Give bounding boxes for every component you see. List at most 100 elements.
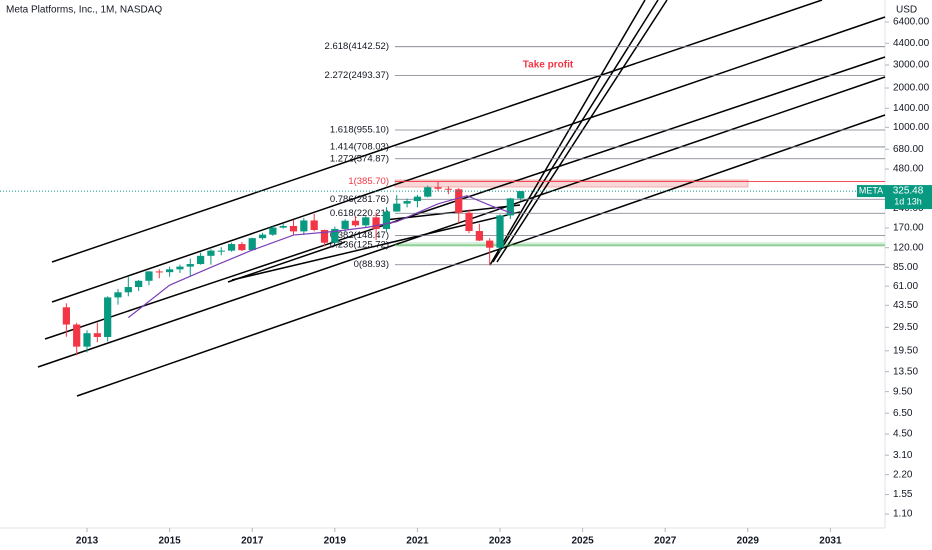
fib-label: 1.272(574.87) [330, 153, 389, 164]
candle-body [104, 297, 112, 337]
fib-label: 2.272(2493.37) [325, 70, 389, 81]
y-tick-label: 43.50 [893, 300, 918, 311]
fib-label: 0.382(148.47) [330, 230, 389, 241]
y-tick-label: 1000.00 [893, 122, 930, 133]
candle [135, 279, 143, 291]
y-tick-label: 2000.00 [893, 83, 930, 94]
candle-body [341, 220, 349, 229]
candle [227, 242, 236, 252]
candle [444, 186, 452, 195]
candle [62, 303, 70, 337]
y-tick-label: 19.50 [893, 345, 918, 356]
countdown: 1d 13h [894, 196, 922, 206]
candle [413, 194, 422, 208]
y-tick-label: 680.00 [893, 144, 924, 155]
candle [486, 238, 494, 266]
candle [207, 249, 215, 265]
chart-title: Meta Platforms, Inc., 1M, NASDAQ [6, 5, 162, 16]
candle-body [258, 234, 267, 239]
candle [279, 223, 287, 229]
candle [104, 296, 112, 342]
candle [289, 219, 298, 236]
y-tick-label: 6400.00 [893, 17, 930, 28]
candle [506, 197, 514, 219]
candle [145, 271, 153, 286]
candle [186, 258, 194, 277]
fib-label: 0.236(125.72) [330, 240, 389, 251]
candle-body [124, 287, 132, 293]
candle-body [155, 271, 163, 273]
x-tick-label: 2019 [324, 536, 347, 547]
fib-label: 0.618(220.21) [330, 208, 389, 219]
fib-label: 1.618(955.10) [330, 124, 389, 135]
candle [393, 194, 401, 212]
fib-label: 1(385.70) [348, 176, 389, 187]
candle-body [444, 188, 452, 190]
candle [465, 209, 473, 234]
x-tick-label: 2025 [571, 536, 594, 547]
candle-body [310, 220, 318, 230]
y-tick-label: 120.00 [893, 242, 924, 253]
candle-body [207, 250, 215, 256]
candle-body [73, 324, 81, 347]
candle [300, 217, 308, 236]
fib-label: 0(88.93) [354, 259, 389, 270]
candle [196, 252, 205, 265]
candle-body [196, 255, 205, 265]
candle-body [248, 238, 256, 251]
y-tick-label: 1.55 [893, 489, 913, 500]
candle [455, 188, 463, 224]
candle [434, 181, 442, 191]
x-tick-label: 2021 [406, 536, 429, 547]
x-tick-label: 2013 [76, 536, 99, 547]
x-tick-label: 2031 [819, 536, 842, 547]
candle [351, 216, 360, 227]
candle [83, 330, 91, 353]
candle-body [279, 225, 287, 228]
candle [238, 241, 246, 252]
candle-body [393, 203, 401, 212]
candle [155, 269, 163, 279]
candle-body [83, 333, 91, 347]
moving-average [127, 195, 513, 319]
target-zone [394, 179, 749, 188]
candle [258, 232, 267, 240]
fib-label: 2.618(4142.52) [325, 41, 389, 52]
candle [217, 247, 225, 256]
y-tick-label: 6.50 [893, 408, 913, 419]
candle [382, 207, 391, 232]
fib-label: 1.414(708.03) [330, 141, 389, 152]
candle-body [186, 264, 194, 267]
x-tick-label: 2023 [489, 536, 512, 547]
y-tick-label: 2.20 [893, 469, 913, 480]
candle-body [93, 333, 101, 337]
candle-body [413, 196, 422, 202]
candle [496, 214, 504, 252]
x-tick-label: 2029 [737, 536, 760, 547]
candle [362, 216, 370, 227]
y-tick-label: 9.50 [893, 386, 913, 397]
candle [114, 288, 122, 305]
x-tick-label: 2017 [241, 536, 264, 547]
candle-body [331, 228, 339, 243]
y-tick-label: 4400.00 [893, 38, 930, 49]
candle-body [434, 187, 442, 189]
candle-body [372, 217, 380, 229]
candle-body [506, 198, 514, 216]
candle [73, 322, 81, 356]
candle-body [238, 244, 246, 251]
candle-body [465, 212, 473, 232]
candle [166, 266, 174, 277]
fib-label: 0.786(281.76) [330, 194, 389, 205]
candle-body [114, 292, 122, 298]
symbol: META [859, 185, 883, 195]
symbol-tag [857, 185, 885, 198]
candle-body [176, 266, 184, 270]
candle-body [227, 244, 236, 251]
candle-body [496, 215, 504, 248]
candle [93, 322, 101, 343]
y-tick-label: 85.00 [893, 262, 918, 273]
candle [124, 276, 132, 297]
y-tick-label: 1.10 [893, 509, 913, 520]
candle [424, 185, 432, 198]
